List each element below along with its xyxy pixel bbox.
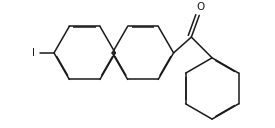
Text: I: I <box>32 48 35 58</box>
Text: O: O <box>196 2 204 12</box>
